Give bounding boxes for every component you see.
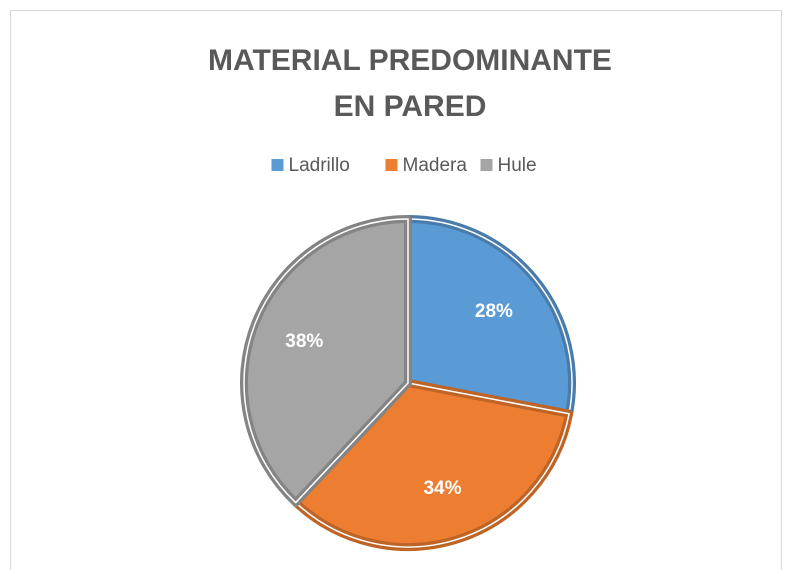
legend-swatch xyxy=(385,159,398,171)
legend-swatch xyxy=(271,159,284,171)
chart-frame xyxy=(10,10,782,570)
slice-separator xyxy=(243,218,409,504)
value-label: 34% xyxy=(423,478,461,499)
legend-label: Madera xyxy=(403,155,468,176)
value-label: 38% xyxy=(285,331,323,352)
legend-label: Ladrillo xyxy=(289,155,350,176)
slice-separator xyxy=(407,218,573,415)
legend-label: Hule xyxy=(498,155,537,176)
legend-swatch xyxy=(480,159,493,171)
value-label: 28% xyxy=(475,301,513,322)
slice-separator xyxy=(294,382,570,548)
chart-title: MATERIAL PREDOMINANTE EN PARED xyxy=(208,44,612,123)
